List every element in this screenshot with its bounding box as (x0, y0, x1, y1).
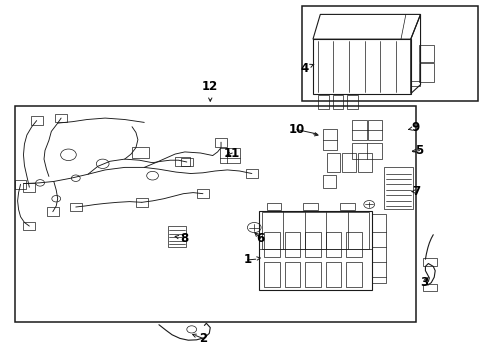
Text: 3: 3 (420, 276, 427, 289)
Bar (284, 232, 300, 257)
Bar (346, 262, 361, 287)
Bar (332, 95, 343, 109)
Bar (342, 153, 355, 172)
Bar (346, 232, 361, 257)
Bar (351, 143, 382, 159)
Bar (31, 116, 42, 125)
Text: 1: 1 (243, 253, 251, 266)
Bar (220, 148, 239, 163)
Bar (15, 180, 26, 189)
Bar (302, 6, 477, 101)
Bar (418, 45, 433, 62)
Bar (305, 232, 320, 257)
Bar (410, 81, 419, 86)
Bar (215, 138, 226, 147)
Bar (423, 258, 436, 266)
Bar (325, 262, 341, 287)
Text: 8: 8 (180, 232, 188, 245)
Bar (303, 203, 317, 210)
Bar (351, 120, 366, 140)
Bar (384, 167, 412, 209)
Bar (423, 284, 436, 291)
Bar (346, 95, 357, 109)
Bar (312, 39, 410, 94)
Bar (322, 175, 336, 188)
Bar (325, 232, 341, 257)
Bar (23, 183, 35, 192)
Bar (305, 262, 320, 287)
Text: 10: 10 (288, 123, 305, 136)
Text: 2: 2 (199, 332, 206, 345)
Bar (339, 203, 354, 210)
Text: 11: 11 (224, 147, 240, 159)
Bar (357, 153, 371, 172)
Bar (55, 114, 67, 122)
Bar (371, 214, 386, 283)
Bar (70, 203, 81, 211)
Text: 5: 5 (415, 144, 423, 157)
Bar (23, 222, 35, 230)
Text: 9: 9 (411, 121, 419, 134)
Text: 7: 7 (412, 185, 420, 198)
Text: 12: 12 (202, 80, 218, 93)
Bar (261, 212, 368, 249)
Bar (175, 157, 189, 166)
Bar (167, 226, 186, 247)
Bar (266, 203, 281, 210)
Bar (47, 207, 59, 216)
Bar (15, 106, 415, 322)
Bar (181, 158, 192, 166)
Bar (367, 120, 382, 140)
Bar (322, 129, 337, 150)
Bar (259, 211, 371, 290)
Bar (136, 198, 147, 207)
Text: 6: 6 (256, 232, 264, 245)
Bar (264, 232, 279, 257)
Bar (197, 189, 208, 198)
Bar (245, 169, 257, 178)
Bar (132, 147, 149, 158)
Text: 4: 4 (300, 62, 307, 75)
Bar (418, 63, 433, 82)
Bar (284, 262, 300, 287)
Bar (326, 153, 340, 172)
Bar (317, 95, 328, 109)
Bar (264, 262, 279, 287)
